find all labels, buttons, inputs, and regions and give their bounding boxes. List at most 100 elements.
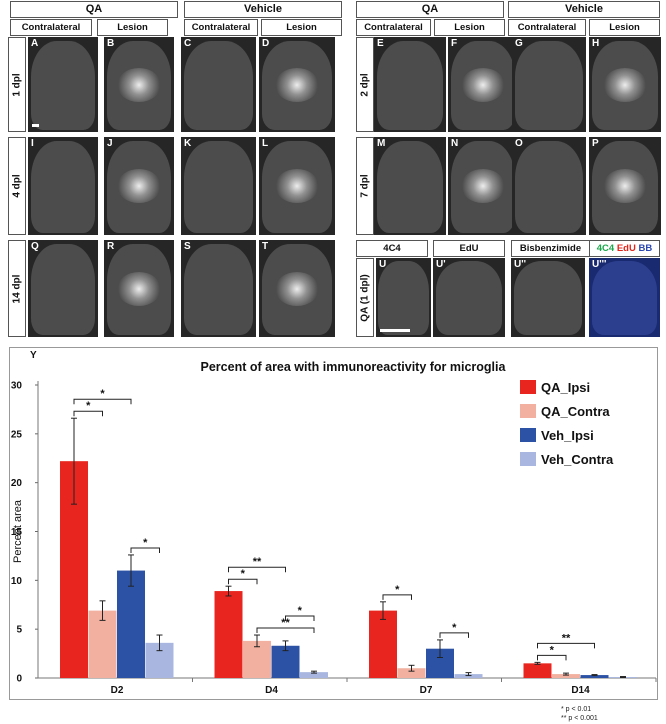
bar-QA_Contra-D7 bbox=[397, 668, 426, 678]
tissue-section bbox=[184, 40, 253, 131]
tissue-section bbox=[184, 140, 253, 234]
sub-header: Lesion bbox=[97, 19, 168, 36]
significance-bracket bbox=[285, 615, 315, 622]
significance-label: ** bbox=[253, 556, 262, 568]
tissue-section bbox=[591, 261, 658, 336]
row-label: 7 dpl bbox=[356, 137, 374, 235]
sub-header: Contralateral bbox=[508, 19, 586, 36]
legend-swatch bbox=[520, 380, 536, 394]
x-tick-label: D7 bbox=[420, 685, 433, 696]
micrograph-panel: R bbox=[104, 240, 174, 337]
significance-bracket bbox=[130, 547, 160, 553]
micrograph-panel: F bbox=[448, 37, 518, 132]
micrograph-panel: A bbox=[28, 37, 98, 132]
legend-swatch bbox=[520, 404, 536, 418]
row-label: 14 dpl bbox=[8, 240, 26, 337]
bar-Veh_Ipsi-D14 bbox=[580, 675, 609, 678]
lesion-site bbox=[117, 169, 161, 203]
legend-label: Veh_Ipsi bbox=[541, 428, 594, 443]
tissue-section bbox=[376, 140, 444, 234]
micrograph-panel: L bbox=[259, 137, 335, 235]
lesion-site bbox=[275, 169, 319, 203]
scale-bar bbox=[32, 124, 39, 127]
significance-bracket bbox=[537, 642, 595, 649]
row-label: 4 dpl bbox=[8, 137, 26, 235]
legend-swatch bbox=[520, 452, 536, 466]
significance-label: * bbox=[100, 388, 105, 400]
micrograph-panel: B bbox=[104, 37, 174, 132]
group-header: QA bbox=[10, 1, 178, 18]
panel-letter: H bbox=[592, 38, 600, 49]
legend-label: QA_Ipsi bbox=[541, 380, 590, 395]
y-tick-label: 25 bbox=[11, 429, 23, 440]
panel-letter: Q bbox=[31, 241, 39, 252]
y-tick-label: 0 bbox=[16, 674, 22, 685]
significance-label: * bbox=[395, 584, 400, 596]
significance-label: * bbox=[241, 568, 246, 580]
micrograph-panel: D bbox=[259, 37, 335, 132]
tissue-section bbox=[30, 140, 96, 234]
tissue-section bbox=[513, 261, 583, 336]
sub-header: Contralateral bbox=[184, 19, 258, 36]
significance-label: ** bbox=[562, 632, 571, 644]
lesion-site bbox=[603, 169, 647, 203]
micrograph-panel: E bbox=[374, 37, 446, 132]
y-axis-label: Percent area bbox=[12, 499, 24, 563]
micrograph-panel: M bbox=[374, 137, 446, 235]
y-tick-label: 10 bbox=[11, 576, 23, 587]
group-header: QA bbox=[356, 1, 504, 18]
label-edu: EdU bbox=[616, 243, 636, 254]
tissue-section bbox=[30, 40, 96, 131]
panel-label-y: Y bbox=[30, 350, 37, 361]
tissue-section bbox=[514, 140, 584, 234]
lesion-site bbox=[117, 271, 161, 306]
micrograph-panel: K bbox=[181, 137, 256, 235]
lesion-site bbox=[117, 67, 161, 102]
lesion-site bbox=[275, 67, 319, 102]
bar-QA_Contra-D14 bbox=[552, 674, 580, 678]
tissue-section bbox=[514, 40, 584, 131]
significance-label: * bbox=[298, 605, 303, 617]
lesion-site bbox=[603, 67, 647, 102]
chart-title: Percent of area with immunoreactivity fo… bbox=[201, 360, 507, 374]
significance-bracket bbox=[73, 398, 132, 405]
panel-letter: U' bbox=[436, 259, 446, 270]
stain-header: 4C4 bbox=[356, 240, 428, 257]
panel-letter: U bbox=[379, 259, 387, 270]
significance-bracket bbox=[228, 566, 286, 573]
micrograph-panel: O bbox=[512, 137, 586, 235]
sub-header: Lesion bbox=[434, 19, 505, 36]
sub-header: Contralateral bbox=[356, 19, 431, 36]
label-bb: BB bbox=[638, 243, 653, 254]
stain-header: EdU bbox=[433, 240, 505, 257]
x-tick-label: D2 bbox=[111, 685, 124, 696]
legend-label: QA_Contra bbox=[541, 404, 610, 419]
bar-QA_Ipsi-D14 bbox=[523, 663, 552, 678]
group-header: Vehicle bbox=[508, 1, 660, 18]
stain-row-label: QA (1 dpl) bbox=[356, 258, 374, 337]
panel-letter: G bbox=[515, 38, 523, 49]
group-header: Vehicle bbox=[184, 1, 342, 18]
tissue-section bbox=[184, 243, 253, 336]
legend-swatch bbox=[520, 428, 536, 442]
panel-letter: K bbox=[184, 138, 192, 149]
significance-bracket bbox=[228, 578, 258, 585]
scale-bar bbox=[380, 329, 410, 332]
panel-letter: J bbox=[107, 138, 113, 149]
significance-label: * bbox=[452, 622, 457, 634]
bar-QA_Contra-D2 bbox=[88, 610, 117, 678]
micrograph-panel: I bbox=[28, 137, 98, 235]
significance-label: * bbox=[550, 644, 555, 656]
sub-header: Contralateral bbox=[10, 19, 92, 36]
micrograph-panel: H bbox=[589, 37, 661, 132]
x-tick-label: D4 bbox=[265, 685, 278, 696]
lesion-site bbox=[275, 271, 319, 306]
significance-label: * bbox=[143, 537, 148, 549]
y-tick-label: 15 bbox=[11, 527, 23, 538]
panel-letter: L bbox=[262, 138, 269, 149]
micrograph-panel: U' bbox=[433, 258, 505, 337]
tissue-section bbox=[435, 261, 503, 336]
x-tick-label: D14 bbox=[571, 685, 590, 696]
significance-label: * bbox=[86, 400, 91, 412]
y-tick-label: 20 bbox=[11, 478, 23, 489]
